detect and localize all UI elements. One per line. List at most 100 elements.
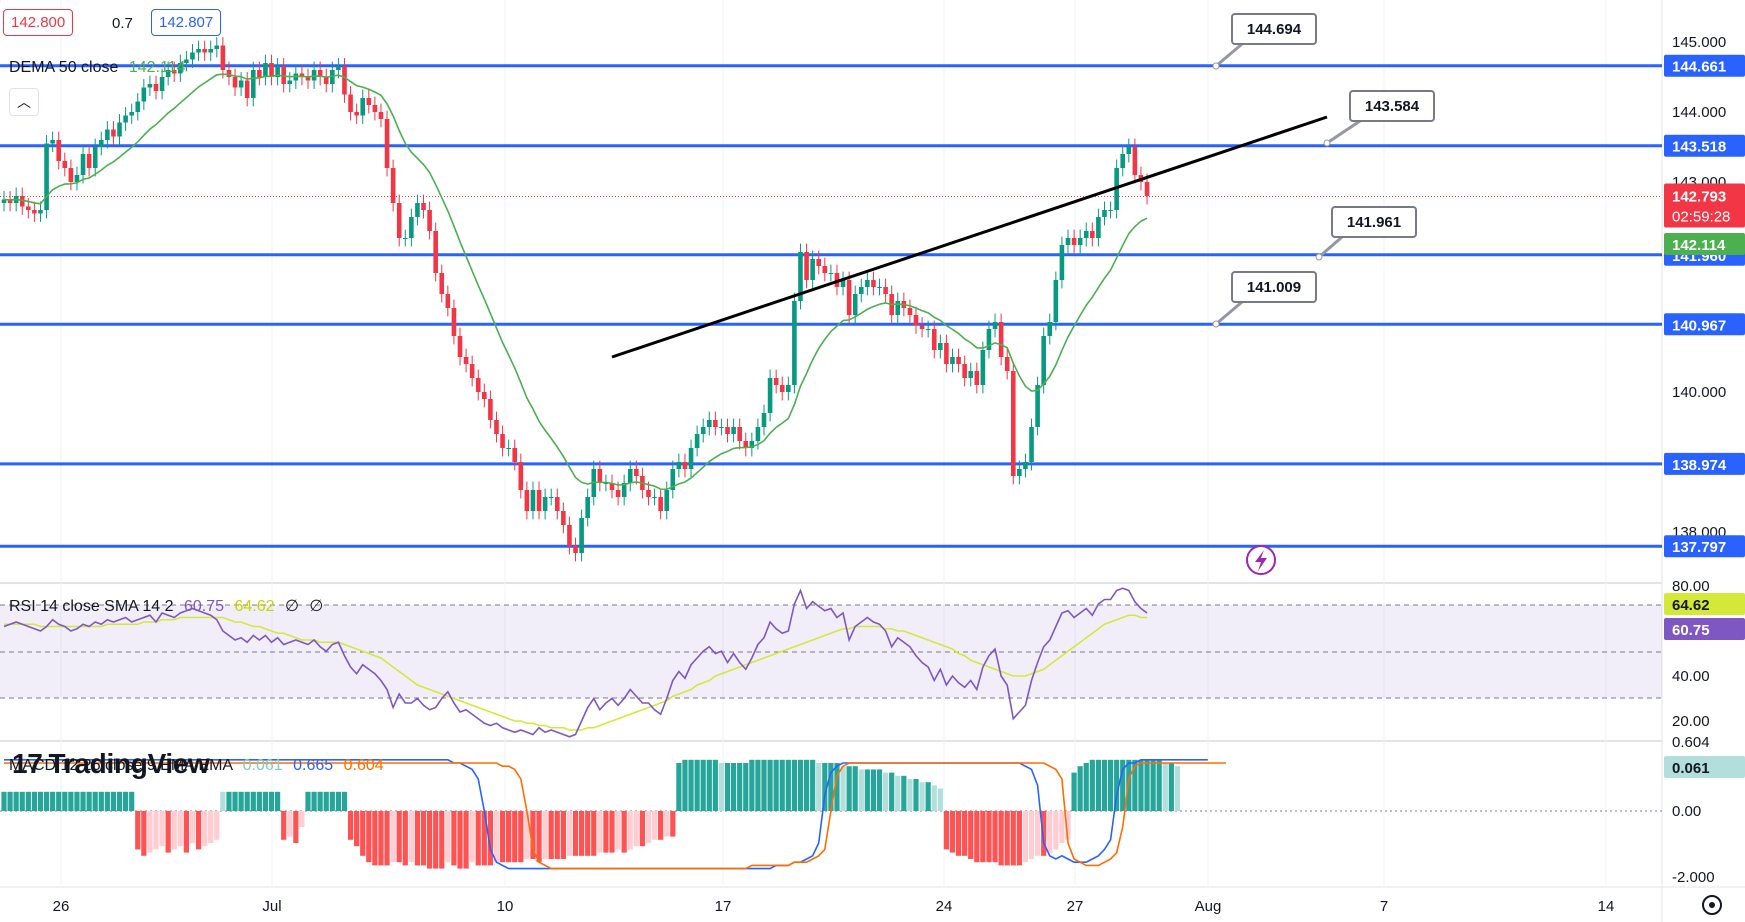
macd-bar <box>858 769 864 811</box>
price-axis[interactable]: 145.000144.000143.000140.000138.000144.6… <box>1664 34 1745 886</box>
rsi-tick-label: 80.00 <box>1672 578 1710 595</box>
price-callouts[interactable]: 144.694 143.584 141.961 141.009 <box>1212 13 1435 328</box>
macd-bar <box>129 791 135 811</box>
candle-body <box>32 210 37 214</box>
macd-histogram[interactable] <box>1 759 1181 869</box>
rsi-value-label: 60.75 <box>1672 622 1710 639</box>
tradingview-logo[interactable]: 17 TradingView <box>12 748 210 780</box>
macd-bar <box>1047 811 1053 853</box>
chevron-up-icon[interactable]: ︿ <box>9 88 39 116</box>
macd-bar <box>706 759 712 811</box>
rsi-sma-line[interactable] <box>4 614 1148 731</box>
macd-legend[interactable]: MACD 12 26 close 9 EMA EMA 0.061 0.665 0… <box>9 757 384 775</box>
candle-body <box>1 199 7 203</box>
candle-body <box>603 483 609 484</box>
candle-body <box>475 378 481 392</box>
candle-body <box>135 101 141 112</box>
macd-bar <box>92 791 98 811</box>
callout-box <box>1349 90 1435 122</box>
macd-bar <box>244 791 250 811</box>
macd-bar <box>347 811 354 840</box>
macd-bar <box>712 759 718 811</box>
candle-body <box>634 469 639 476</box>
candle-body <box>1090 231 1095 238</box>
dema-line[interactable] <box>3 73 1148 491</box>
dema-legend[interactable]: DEMA 50 close 142.114 <box>9 59 186 77</box>
time-tick-label: 17 <box>715 898 732 915</box>
macd-legend-name: MACD 12 26 close 9 EMA EMA <box>9 757 233 774</box>
macd-bar <box>585 811 591 856</box>
macd-bar <box>250 791 256 811</box>
macd-bar <box>980 811 986 863</box>
candle-body <box>451 308 457 336</box>
tradingview-logo-icon: 17 <box>12 748 43 779</box>
rsi-tick-label: 40.00 <box>1672 668 1710 685</box>
time-axis[interactable]: 26 Jul 10 17 24 27 Aug 7 14 <box>53 898 1615 915</box>
macd-bar <box>420 811 427 866</box>
candle-body <box>323 77 329 84</box>
macd-bar <box>402 811 408 866</box>
lightning-icon[interactable] <box>1246 545 1276 575</box>
candle-body <box>992 322 998 329</box>
candle-body <box>627 469 633 483</box>
macd-legend-v2: 0.665 <box>293 757 334 774</box>
macd-bar <box>232 791 238 811</box>
candle-body <box>1083 231 1089 238</box>
candle-body <box>840 280 846 287</box>
bid-price-box[interactable]: 142.800 <box>3 9 74 36</box>
macd-bar <box>554 811 560 859</box>
macd-bar <box>949 811 956 853</box>
candlesticks[interactable] <box>1 37 1150 562</box>
candle-body <box>1071 238 1077 245</box>
macd-bar <box>366 811 372 863</box>
rsi-line[interactable] <box>3 587 1148 738</box>
candle-body <box>816 259 822 266</box>
macd-bar <box>317 791 323 811</box>
rsi-legend[interactable]: RSI 14 close SMA 14 2 60.75 64.62 ∅ ∅ <box>9 596 323 616</box>
macd-tick-label: 0.00 <box>1672 803 1701 820</box>
macd-bar <box>834 763 840 811</box>
macd-bar <box>913 779 919 811</box>
candle-body <box>573 546 578 553</box>
macd-bar <box>481 811 487 866</box>
macd-bar <box>262 791 269 811</box>
trend-line[interactable] <box>611 115 1328 359</box>
ask-price-box[interactable]: 142.807 <box>151 9 222 36</box>
candle-body <box>530 490 536 511</box>
candle-body <box>457 336 463 357</box>
macd-bar <box>694 759 700 811</box>
candle-body <box>378 112 384 119</box>
macd-bar <box>378 811 384 866</box>
candle-body <box>159 77 165 91</box>
signal-line[interactable] <box>4 762 1227 870</box>
level-price-tag <box>1664 54 1745 77</box>
candle-body <box>828 273 834 274</box>
candle-body <box>871 280 876 287</box>
support-resistance-levels[interactable] <box>0 64 1662 548</box>
candle-body <box>865 280 870 287</box>
macd-bar <box>828 763 834 811</box>
candle-body <box>1010 371 1016 476</box>
candle-body <box>931 329 937 350</box>
macd-bar <box>603 811 609 853</box>
macd-bar <box>1138 759 1144 811</box>
candle-body <box>19 196 25 207</box>
macd-bar <box>937 788 943 811</box>
macd-bar <box>998 811 1004 866</box>
candle-body <box>913 315 919 326</box>
candle-body <box>56 140 62 161</box>
candle-body <box>749 441 755 448</box>
macd-bar <box>560 811 566 859</box>
gear-icon[interactable] <box>1702 895 1722 915</box>
macd-bar <box>1071 772 1077 811</box>
candle-body <box>798 252 803 301</box>
time-tick-label: 14 <box>1598 898 1615 915</box>
macd-bar <box>287 811 293 837</box>
candle-body <box>536 490 542 511</box>
time-tick-label: 24 <box>936 898 953 915</box>
macd-bar <box>700 759 706 811</box>
callout-label: 141.009 <box>1247 279 1301 296</box>
macd-bar <box>670 811 676 837</box>
macd-bar <box>864 769 870 811</box>
